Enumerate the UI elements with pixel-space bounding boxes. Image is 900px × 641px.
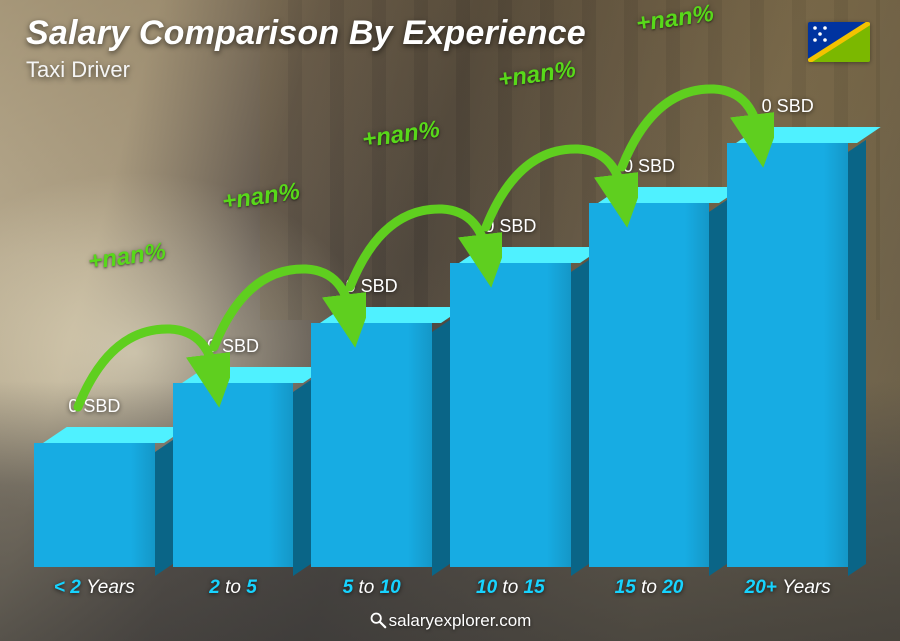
bar	[173, 367, 294, 567]
category-axis: < 2 Years 2 to 5 5 to 10 10 to 15 15 to 20 20…	[34, 577, 848, 599]
bar-value-label: 0 SBD	[346, 276, 398, 297]
category-label: 10 to 15	[450, 577, 571, 599]
category-label: 20+ Years	[727, 577, 848, 599]
category-label: 15 to 20	[589, 577, 710, 599]
category-label: 2 to 5	[173, 577, 294, 599]
bar-value-label: 0 SBD	[623, 156, 675, 177]
bar-slot: 0 SBD	[727, 96, 848, 567]
bar	[34, 427, 155, 567]
bar-value-label: 0 SBD	[68, 396, 120, 417]
country-flag-icon	[808, 22, 870, 62]
bar-slot: 0 SBD	[173, 336, 294, 567]
category-label: 5 to 10	[311, 577, 432, 599]
bar-slot: 0 SBD	[311, 276, 432, 567]
category-label: < 2 Years	[34, 577, 155, 599]
bar	[727, 127, 848, 567]
bar-value-label: 0 SBD	[484, 216, 536, 237]
bar-slot: 0 SBD	[450, 216, 571, 567]
bar	[311, 307, 432, 567]
chart-title: Salary Comparison By Experience	[26, 14, 586, 53]
footer: salaryexplorer.com	[0, 611, 900, 631]
search-icon	[369, 611, 387, 629]
bar-value-label: 0 SBD	[207, 336, 259, 357]
bar-slot: 0 SBD	[34, 396, 155, 567]
bar-value-label: 0 SBD	[762, 96, 814, 117]
bar	[450, 247, 571, 567]
bar	[589, 187, 710, 567]
footer-text: salaryexplorer.com	[389, 611, 532, 630]
bar-slot: 0 SBD	[589, 156, 710, 567]
bar-chart: 0 SBD 0 SBD 0 SBD 0 SBD 0 SBD 0 SBD	[34, 97, 848, 567]
